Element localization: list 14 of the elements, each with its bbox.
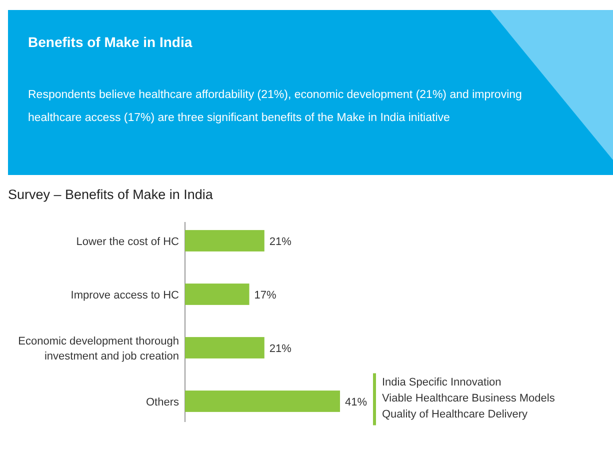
text: Survey – Benefits of Make in India [8,187,214,202]
data-label: 41% [345,396,368,408]
y-tick-label: Improve access to HC [70,289,180,302]
y-tick-label: Economic development thorough investment and job creation [18,335,179,362]
text: Viable Healthcare Business Models [382,392,556,404]
data-label: 17% [254,289,277,302]
data-label: 21% [269,342,292,355]
y-tick-label: Lower the cost of HC [76,236,180,248]
chart-title: Benefits of Make in India [28,34,192,50]
y-tick-label: Others [146,396,180,408]
chart-subtitle: Respondents believe healthcare affordability (21%), economic development (21%) and improving healthcare access (17%) are three significant benefits of the Make in India initiative [28,89,522,124]
data-label: 21% [269,236,292,248]
text: India Specific Innovation [382,376,502,388]
text: Quality of Healthcare Delivery [382,408,528,420]
